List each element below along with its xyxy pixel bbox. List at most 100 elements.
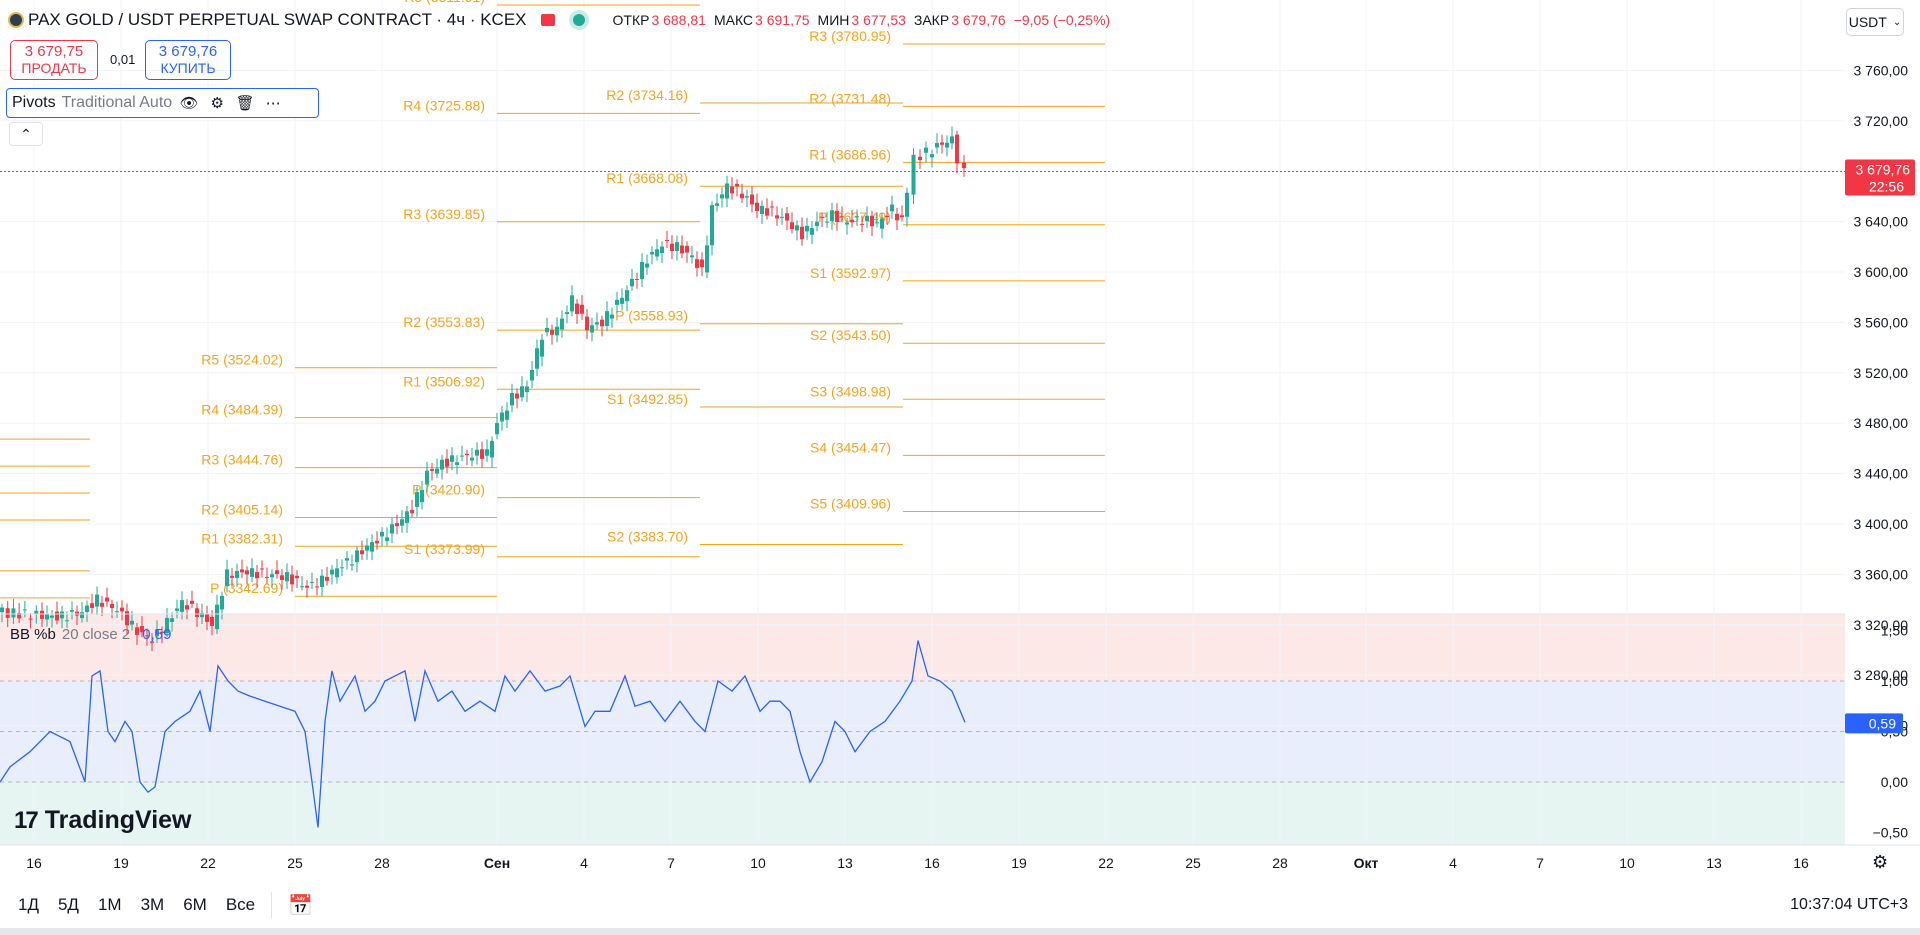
candle <box>660 246 664 254</box>
currency-selector[interactable]: USDT ⌄ <box>1846 8 1904 36</box>
osc-tick-label: 1,00 <box>1881 673 1908 689</box>
candle <box>34 610 39 614</box>
ohlc-high-label: МАКС <box>713 12 754 28</box>
candle <box>850 219 854 223</box>
candle <box>265 576 269 578</box>
candle <box>390 524 394 534</box>
candle <box>905 192 909 217</box>
pivot-label: R2 (3734.16) <box>606 87 688 103</box>
candle <box>455 462 459 466</box>
candle <box>245 570 249 575</box>
time-tick-label: 28 <box>374 855 390 871</box>
time-tick-label: 19 <box>113 855 129 871</box>
candle <box>655 249 659 257</box>
pivot-label: R1 (3668.08) <box>606 170 688 186</box>
candle <box>860 223 864 225</box>
tradingview-logo[interactable]: 17 TradingView <box>14 806 192 835</box>
candle <box>460 455 464 457</box>
flag-icon[interactable] <box>540 14 555 26</box>
pivot-label: S3 (3498.98) <box>810 383 891 399</box>
trash-icon[interactable]: 🗑 <box>235 95 255 112</box>
candle <box>300 586 304 588</box>
pivot-label: P (3558.93) <box>615 308 688 324</box>
candle <box>330 569 334 575</box>
time-tick-label: 4 <box>580 855 588 871</box>
candle <box>670 243 674 251</box>
more-icon[interactable]: ⋯ <box>265 95 281 112</box>
current-price-label: 3 679,76 <box>1856 162 1911 178</box>
price-tick-label: 3 320,00 <box>1854 617 1909 633</box>
timeframe-button[interactable]: 1Д <box>18 895 39 914</box>
candle <box>700 259 704 268</box>
time-tick-label: 13 <box>837 855 853 871</box>
candle <box>865 215 869 222</box>
candle <box>945 142 949 148</box>
timeframe-button[interactable]: 5Д <box>57 895 79 914</box>
bb-percent-line <box>0 640 966 828</box>
candle <box>450 455 454 462</box>
time-tick-label: 16 <box>924 855 940 871</box>
pivot-label: S3 (3317.62) <box>607 612 688 628</box>
pivot-label: S1 (3373.99) <box>404 541 485 557</box>
eye-icon[interactable]: 👁 <box>179 95 199 112</box>
buy-button[interactable]: 3 679,76 КУПИТЬ <box>145 40 231 80</box>
tradingview-logo-text: TradingView <box>44 806 192 834</box>
candle <box>900 215 904 218</box>
candle <box>100 602 104 607</box>
ohlc-close-label: ЗАКР <box>913 12 950 28</box>
collapse-legend-button[interactable]: ⌃ <box>9 122 43 146</box>
candle <box>50 615 54 618</box>
timeframe-button[interactable]: 1М <box>97 895 122 914</box>
horizontal-scrollbar[interactable] <box>0 928 1920 935</box>
candle <box>5 608 10 618</box>
timeframe-button[interactable]: 6М <box>183 895 207 914</box>
pivot-label: S5 (3409.96) <box>810 495 891 511</box>
symbol-title[interactable]: PAX GOLD / USDT PERPETUAL SWAP CONTRACT … <box>28 10 527 29</box>
candle <box>270 574 274 578</box>
chevron-up-icon: ⌃ <box>20 125 32 142</box>
pivot-label: R3 (3780.95) <box>809 28 891 44</box>
bb-legend[interactable]: BB %b 20 close 2 0,59 <box>10 626 171 643</box>
candle <box>95 594 99 607</box>
candle <box>90 603 94 609</box>
candle <box>500 412 504 422</box>
ohlc-open-label: ОТКР <box>612 12 650 28</box>
candle <box>580 304 584 314</box>
time-tick-label: 16 <box>26 855 42 871</box>
sell-button[interactable]: 3 679,75 ПРОДАТЬ <box>10 40 98 80</box>
candle <box>495 423 499 435</box>
candle <box>795 225 799 231</box>
buy-label: КУПИТЬ <box>160 60 216 76</box>
clock[interactable]: 10:37:04 UTC+3 <box>1790 896 1908 913</box>
price-tick-label: 3 600,00 <box>1854 264 1909 280</box>
pivots-legend[interactable]: Pivots Traditional Auto 👁 ⚙ 🗑 ⋯ <box>6 88 319 118</box>
candle <box>780 216 784 218</box>
candle <box>685 245 689 253</box>
candle <box>725 183 729 199</box>
candle <box>210 616 214 626</box>
candle <box>750 194 754 205</box>
pivot-label: R2 (3553.83) <box>403 314 485 330</box>
timeframe-button[interactable]: Все <box>225 895 256 914</box>
candle <box>570 295 574 312</box>
candle <box>370 542 374 552</box>
candle <box>575 303 579 314</box>
candle <box>690 255 694 258</box>
candle <box>955 134 959 164</box>
candle <box>60 611 64 619</box>
gear-icon[interactable]: ⚙ <box>210 95 224 112</box>
candle <box>195 608 199 617</box>
candle <box>445 458 449 467</box>
calendar-icon[interactable]: 📅 <box>288 894 314 917</box>
candle <box>105 597 109 602</box>
candle <box>940 142 944 145</box>
time-tick-label: 25 <box>1185 855 1201 871</box>
candle <box>425 470 429 485</box>
pivot-label: S1 (3592.97) <box>810 265 891 281</box>
timeframe-button[interactable]: 3М <box>140 895 165 914</box>
axis-settings-icon[interactable]: ⚙ <box>1872 852 1889 872</box>
time-tick-label: 28 <box>1272 855 1288 871</box>
candle <box>640 261 644 280</box>
